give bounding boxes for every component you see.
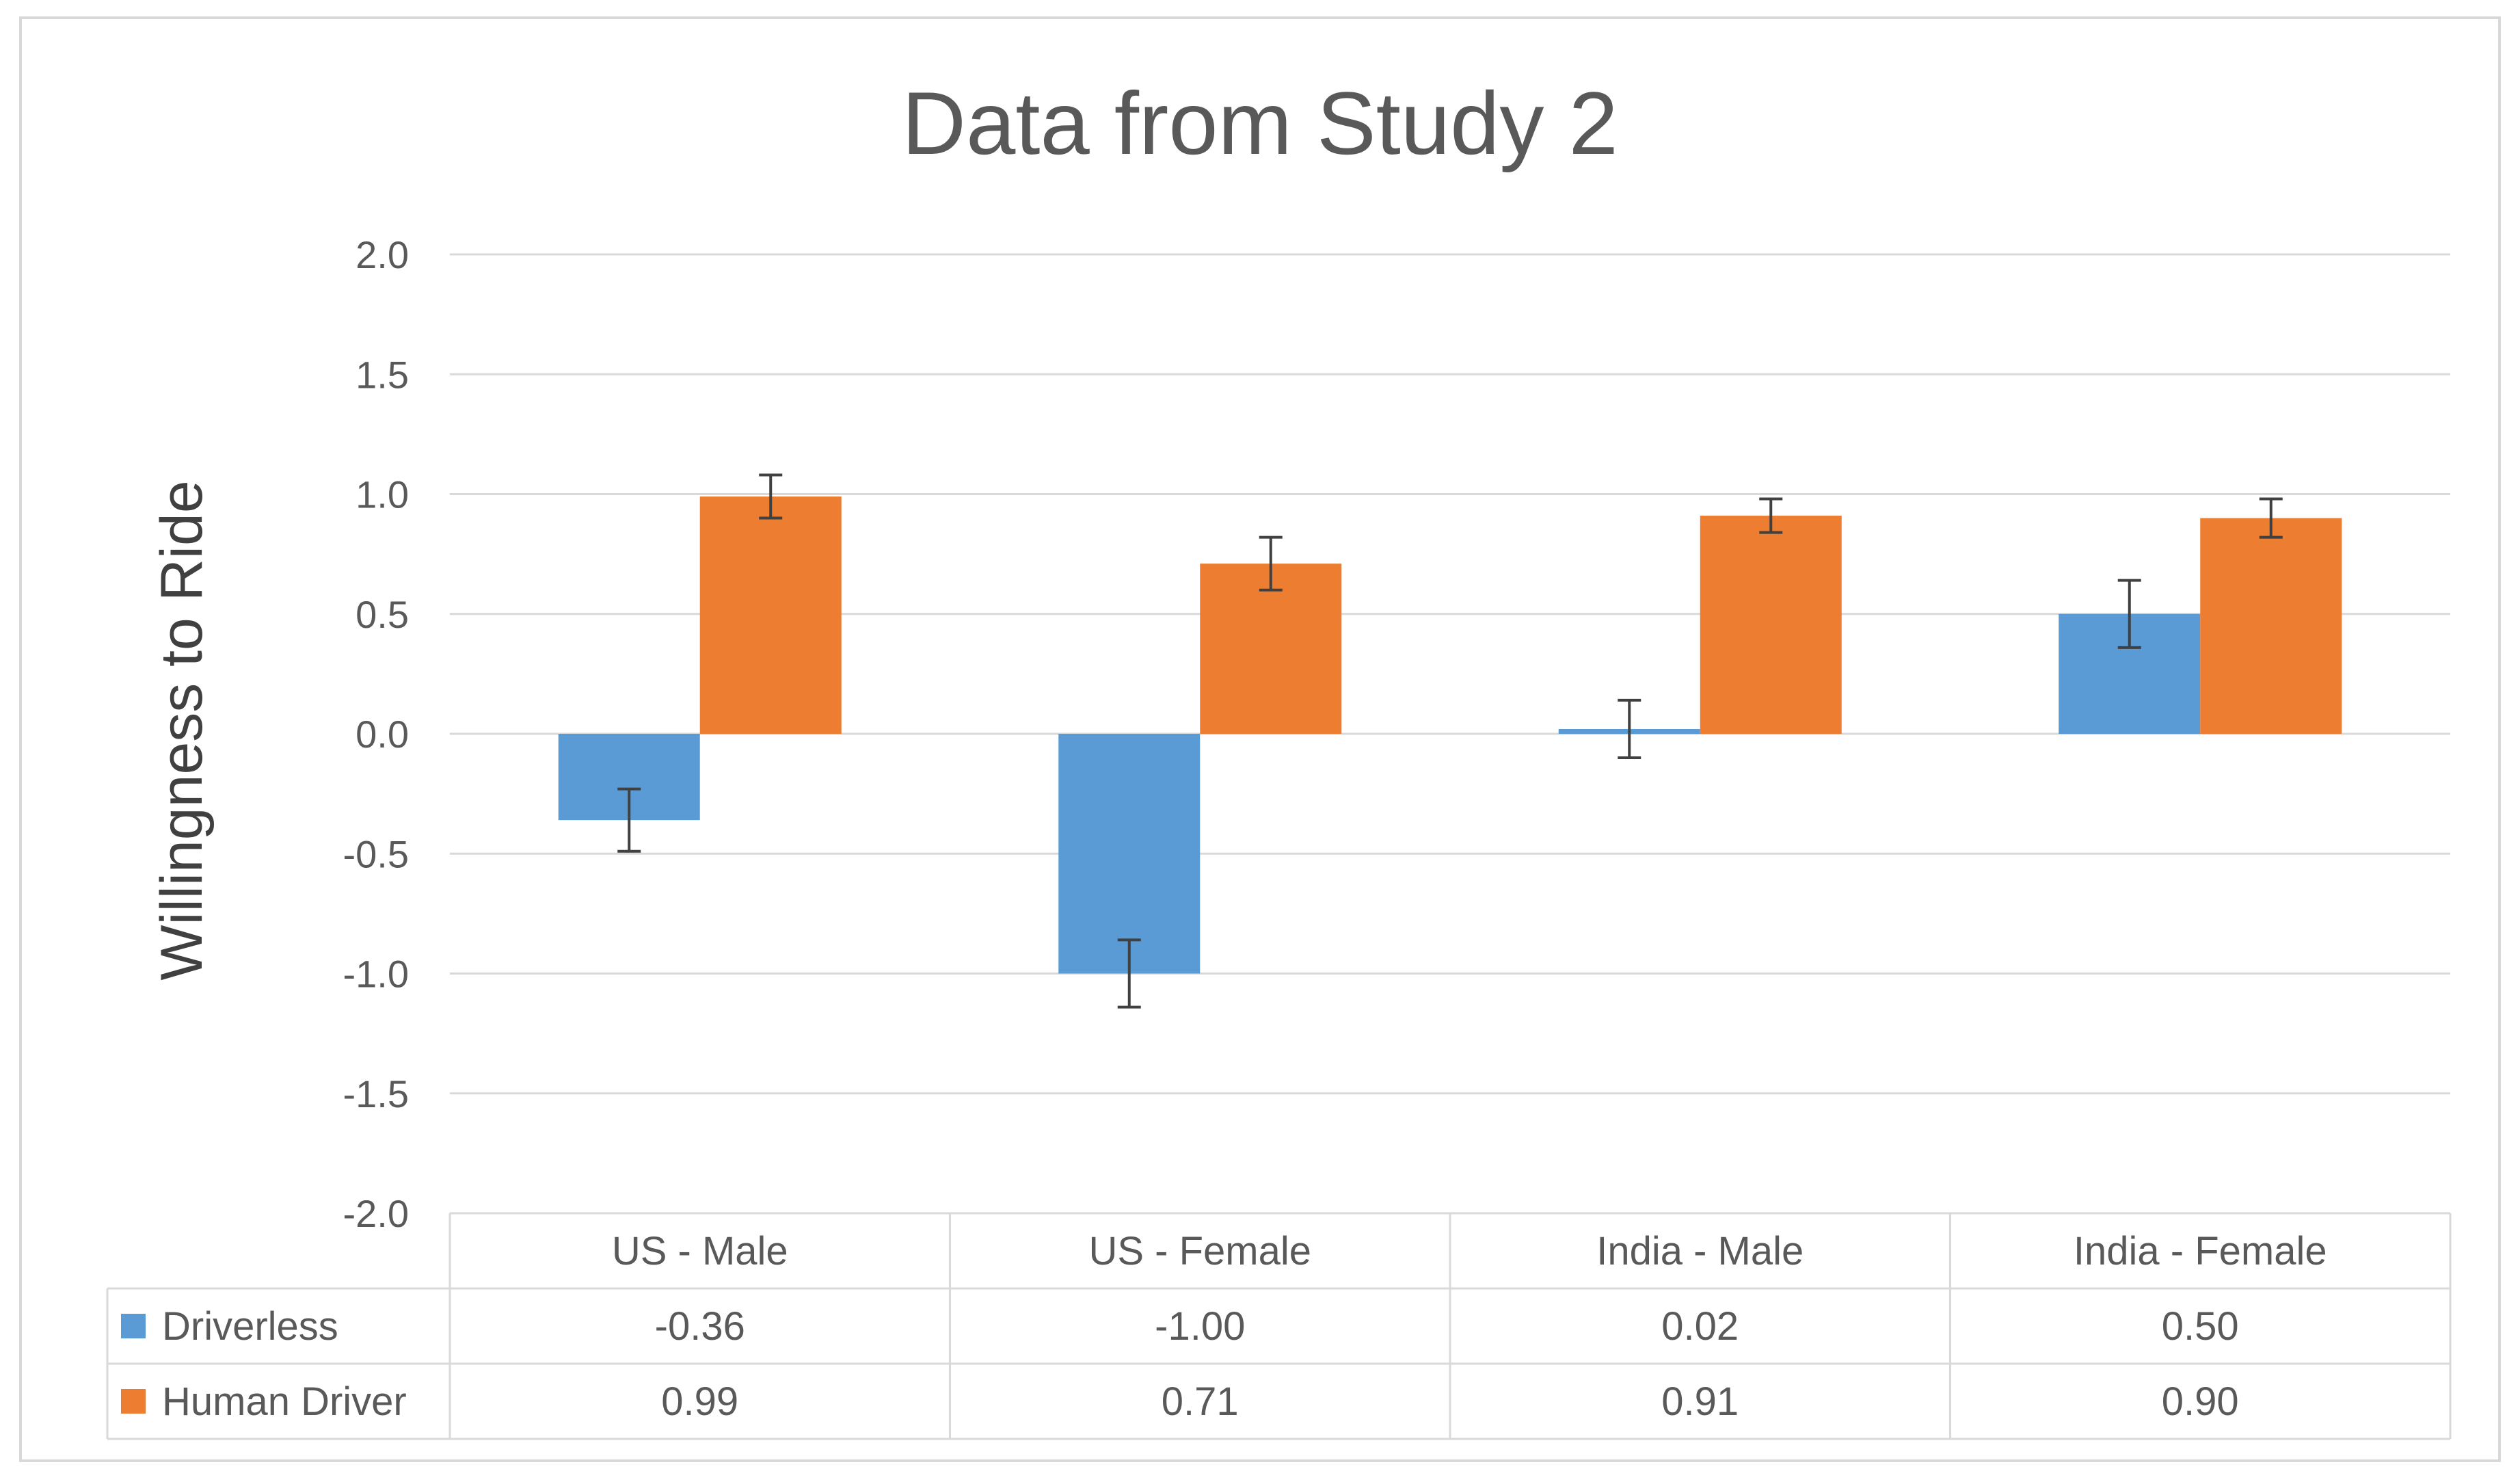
y-tick-label: -2.0 [343, 1192, 410, 1235]
y-tick-label: 1.0 [356, 473, 409, 516]
data-table: US - Male US - Female India - Male India - … [106, 1212, 2452, 1440]
legend-swatch [121, 1389, 146, 1414]
category-label: US - Male [612, 1229, 788, 1273]
data-table-value: 0.90 [2162, 1379, 2239, 1424]
error-bar [1117, 938, 1141, 1009]
y-tick-label: -1.0 [343, 953, 410, 996]
legend-swatch [121, 1314, 146, 1338]
y-tick-labels: 2.0 1.5 1.0 0.5 0.0 -0.5 -1.0 -1.5 -2.0 [343, 233, 410, 1235]
data-table-value: 0.91 [1661, 1379, 1739, 1424]
legend-label: Human Driver [162, 1379, 407, 1424]
chart-frame [19, 16, 2501, 1462]
y-tick-label: 1.5 [356, 353, 409, 396]
data-table-value: 0.02 [1661, 1304, 1739, 1349]
category-label: US - Female [1088, 1229, 1311, 1273]
bar-driverless-2 [1058, 734, 1201, 974]
legend-label: Driverless [162, 1304, 338, 1349]
error-bar [1618, 698, 1641, 760]
bar-human-driver-2 [1200, 564, 1342, 734]
error-bar [2259, 497, 2283, 539]
y-axis-label: Willingness to Ride [149, 480, 215, 980]
error-bar [2117, 579, 2141, 649]
error-bars [617, 473, 2283, 1009]
error-bar [617, 787, 641, 853]
bar-human-driver-1 [699, 497, 842, 734]
y-tick-label: 0.0 [356, 713, 409, 756]
error-bar [1759, 497, 1783, 534]
data-table-value: 0.50 [2162, 1304, 2239, 1349]
data-table-value: 0.99 [661, 1379, 738, 1424]
y-tick-label: -1.5 [343, 1072, 410, 1115]
error-bar [759, 473, 783, 520]
error-bar [1259, 535, 1283, 592]
data-table-value: -1.00 [1155, 1304, 1245, 1349]
chart-title: Data from Study 2 [902, 73, 1618, 173]
data-table-value: 0.71 [1162, 1379, 1239, 1424]
bar-human-driver-4 [2200, 518, 2342, 734]
y-tick-label: 2.0 [356, 233, 409, 276]
category-label: India - Female [2074, 1229, 2327, 1273]
bar-human-driver-3 [1700, 516, 1842, 734]
y-tick-label: -0.5 [343, 832, 410, 875]
bars [558, 497, 2342, 974]
category-label: India - Male [1596, 1229, 1804, 1273]
y-tick-label: 0.5 [356, 593, 409, 636]
data-table-value: -0.36 [655, 1304, 745, 1349]
